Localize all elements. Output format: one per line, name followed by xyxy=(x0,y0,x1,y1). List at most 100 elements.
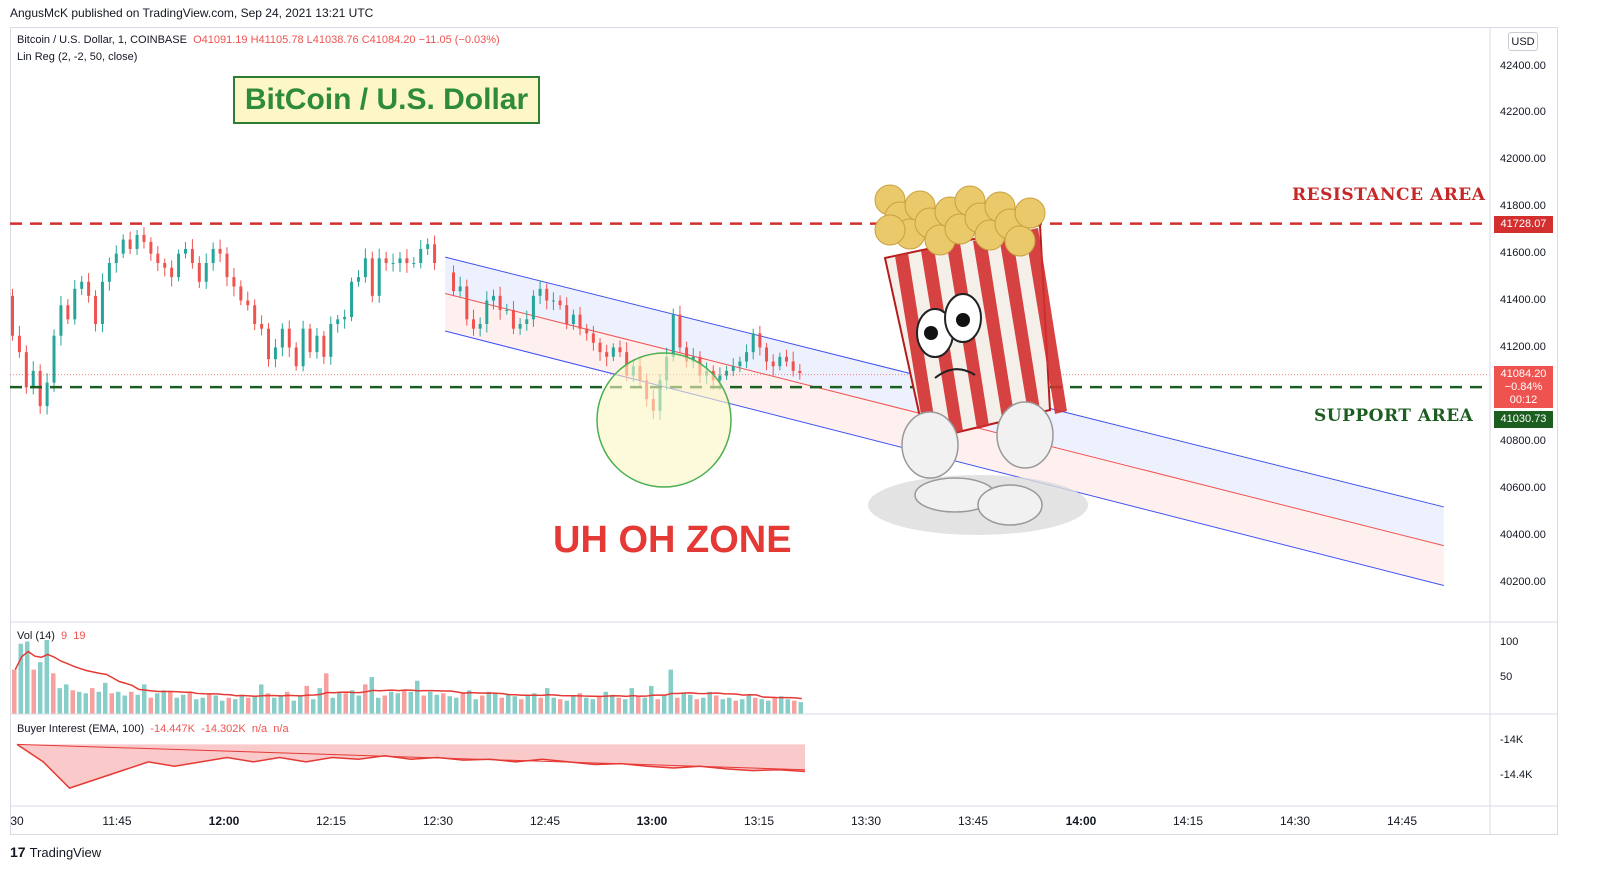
candle-body xyxy=(246,300,250,306)
candle-body xyxy=(204,263,208,282)
volume-bar xyxy=(428,691,433,714)
buyer-value-3: n/a xyxy=(251,723,268,735)
x-tick: 12:45 xyxy=(529,814,561,828)
candle-body xyxy=(765,347,769,362)
volume-bar xyxy=(590,699,595,714)
chart-frame[interactable] xyxy=(10,27,1558,835)
candle-body xyxy=(505,309,509,311)
volume-bar xyxy=(486,691,491,714)
symbol-name: Bitcoin / U.S. Dollar, 1, COINBASE xyxy=(17,34,187,46)
candle-body xyxy=(433,244,437,264)
volume-pane xyxy=(12,640,803,714)
volume-bar xyxy=(798,702,803,714)
volume-legend[interactable]: Vol (14) 9 19 xyxy=(17,630,86,642)
volume-bar xyxy=(259,684,264,714)
candle-body xyxy=(591,333,595,343)
volume-bar xyxy=(265,693,270,714)
volume-legend-name: Vol (14) xyxy=(17,630,55,642)
symbol-legend: Bitcoin / U.S. Dollar, 1, COINBASE O4109… xyxy=(17,34,500,46)
buyer-interest-legend[interactable]: Buyer Interest (EMA, 100) -14.447K -14.3… xyxy=(17,723,289,735)
volume-bar xyxy=(506,694,511,714)
volume-bar xyxy=(636,695,641,714)
volume-bar xyxy=(168,691,173,714)
candle-body xyxy=(458,286,462,292)
x-tick: 12:30 xyxy=(422,814,454,828)
volume-bar xyxy=(12,669,17,714)
y-tick-volume: 100 xyxy=(1500,636,1519,648)
candle-body xyxy=(11,295,14,336)
volume-bar xyxy=(389,691,394,714)
volume-bar xyxy=(70,690,75,714)
volume-bar xyxy=(551,697,556,714)
chart-title-box: BitCoin / U.S. Dollar xyxy=(233,76,540,124)
volume-bar xyxy=(727,697,732,714)
volume-bar xyxy=(512,696,517,714)
buyer-value-4: n/a xyxy=(273,723,289,735)
buyer-ema-line xyxy=(16,743,806,771)
candle-body xyxy=(73,288,77,320)
candle-body xyxy=(308,328,312,353)
candle-body xyxy=(751,333,755,353)
volume-bar xyxy=(454,697,459,714)
volume-ma-value: 19 xyxy=(73,630,86,642)
candle-body xyxy=(315,335,319,353)
candle-body xyxy=(17,335,21,353)
support-price-tag: 41030.73 xyxy=(1494,411,1553,428)
candle-body xyxy=(38,370,42,407)
volume-bar xyxy=(155,693,160,714)
y-tick: 42000.00 xyxy=(1500,153,1546,165)
y-tick-buyer: -14K xyxy=(1500,734,1524,746)
volume-bar xyxy=(213,695,218,714)
candle-body xyxy=(87,281,91,296)
candle-body xyxy=(100,281,104,324)
volume-bar xyxy=(129,691,134,714)
volume-bar xyxy=(200,697,205,714)
volume-bar xyxy=(363,684,368,714)
candle-body xyxy=(605,352,609,357)
candle-body xyxy=(363,258,367,278)
candle-body xyxy=(24,352,28,388)
tradingview-logo[interactable]: 17 TradingView xyxy=(10,844,101,860)
volume-bar xyxy=(681,693,686,714)
volume-ma-line xyxy=(14,650,802,700)
volume-bar xyxy=(148,697,153,714)
volume-bar xyxy=(649,685,654,714)
y-tick-volume: 50 xyxy=(1500,671,1513,683)
volume-bar xyxy=(350,690,355,714)
candle-body xyxy=(419,248,423,264)
y-tick: 42200.00 xyxy=(1500,106,1546,118)
volume-bar xyxy=(233,699,238,714)
y-tick: 42400.00 xyxy=(1500,60,1546,72)
candle-body xyxy=(498,295,502,310)
candle-body xyxy=(377,258,381,296)
candle-body xyxy=(478,324,482,329)
volume-bar xyxy=(662,695,667,714)
volume-bar xyxy=(571,695,576,714)
candle-body xyxy=(107,263,111,282)
buyer-value-2: -14.302K xyxy=(201,723,246,735)
volume-bar xyxy=(369,677,374,714)
volume-bar xyxy=(668,669,673,714)
volume-bar xyxy=(77,691,82,714)
volume-bar xyxy=(330,697,335,714)
volume-bar xyxy=(142,684,147,714)
x-tick: 11:45 xyxy=(102,814,132,828)
volume-bar xyxy=(64,684,69,714)
popcorn-kernel xyxy=(874,214,906,246)
currency-button[interactable]: USD xyxy=(1508,32,1538,51)
candle-body xyxy=(225,253,229,278)
volume-bar xyxy=(83,693,88,714)
buyer-value-1: -14.447K xyxy=(150,723,195,735)
volume-bar xyxy=(701,697,706,714)
candle-body xyxy=(758,333,762,348)
candle-body xyxy=(301,328,305,367)
linreg-legend[interactable]: Lin Reg (2, -2, 50, close) xyxy=(17,51,138,63)
volume-bar xyxy=(122,695,127,714)
candle-body xyxy=(322,335,326,357)
candle-body xyxy=(273,347,277,360)
y-tick: 40800.00 xyxy=(1500,435,1546,447)
volume-bar xyxy=(753,697,758,714)
candle-body xyxy=(142,234,146,242)
volume-bar xyxy=(174,697,179,714)
